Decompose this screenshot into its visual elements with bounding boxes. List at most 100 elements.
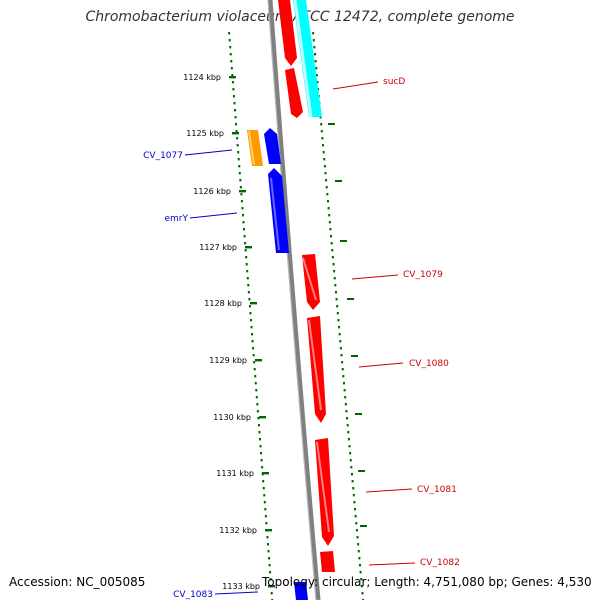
ring-dot xyxy=(230,67,233,70)
ring-dot xyxy=(242,221,245,224)
label-leader-line xyxy=(189,212,238,219)
ring-dot xyxy=(254,375,257,378)
tick-mark xyxy=(259,416,266,419)
ring-dot xyxy=(262,487,265,490)
ring-dot xyxy=(232,88,235,91)
tick-mark xyxy=(262,472,269,475)
ring-dot xyxy=(328,214,331,217)
ring-dot xyxy=(239,186,242,189)
ring-dot xyxy=(312,39,315,42)
ring-dot xyxy=(328,221,331,224)
ring-dot xyxy=(260,452,263,455)
ring-dash xyxy=(340,240,347,242)
ring-dot xyxy=(241,207,244,210)
ring-dot xyxy=(354,508,357,511)
ring-dot xyxy=(338,333,341,336)
gene-features xyxy=(247,0,335,600)
tick-label: 1127 kbp xyxy=(199,243,237,252)
ring-dot xyxy=(238,172,241,175)
ring-dot xyxy=(236,137,239,140)
ring-dot xyxy=(251,333,254,336)
ring-dot xyxy=(314,53,317,56)
tick-mark xyxy=(268,585,275,588)
ring-dot xyxy=(259,445,262,448)
ring-dot xyxy=(330,235,333,238)
ring-dot xyxy=(252,347,255,350)
ring-dot xyxy=(267,550,270,553)
tick-mark xyxy=(255,359,262,362)
tick-label: 1126 kbp xyxy=(193,187,231,196)
ring-dot xyxy=(316,81,319,84)
ring-dot xyxy=(249,319,252,322)
ring-dot xyxy=(323,158,326,161)
gene-label: CV_1082 xyxy=(420,558,460,568)
ring-dot xyxy=(357,543,360,546)
ring-dash xyxy=(328,123,335,125)
gene-label: emrY xyxy=(164,214,188,224)
ring-dot xyxy=(329,228,332,231)
tick-mark xyxy=(239,190,246,193)
ring-dot xyxy=(352,494,355,497)
ring-dot xyxy=(339,340,342,343)
ring-dash xyxy=(358,470,365,472)
label-leader-line xyxy=(365,488,413,493)
backbone-highlight xyxy=(267,0,317,600)
ring-dot xyxy=(327,207,330,210)
ring-dot xyxy=(320,130,323,133)
ring-dot xyxy=(342,382,345,385)
ring-dot xyxy=(336,305,339,308)
label-leader-line xyxy=(368,562,416,566)
ring-dot xyxy=(243,235,246,238)
tick-mark xyxy=(265,529,272,532)
ring-dot xyxy=(228,39,231,42)
ring-dot xyxy=(353,501,356,504)
tick-label: 1131 kbp xyxy=(216,469,254,478)
ring-dot xyxy=(322,151,325,154)
ring-dot xyxy=(240,193,243,196)
tick-label: 1132 kbp xyxy=(219,526,257,535)
ring-dot xyxy=(323,165,326,168)
ring-dot xyxy=(246,270,249,273)
ring-dot xyxy=(236,144,239,147)
ring-dot xyxy=(360,585,363,588)
tick-label: 1130 kbp xyxy=(213,413,251,422)
ring-dot xyxy=(231,74,234,77)
ring-dot xyxy=(347,438,350,441)
ring-dot xyxy=(228,32,231,35)
ring-dot xyxy=(241,214,244,217)
ring-dot xyxy=(256,410,259,413)
ring-dot xyxy=(330,242,333,245)
ring-dot xyxy=(246,277,249,280)
ring-dot xyxy=(255,396,258,399)
ring-dot xyxy=(334,284,337,287)
label-leader-line xyxy=(332,81,379,90)
ring-dot xyxy=(255,389,258,392)
outer-dotted-ring xyxy=(312,32,367,600)
ring-dot xyxy=(361,592,364,595)
ring-dot xyxy=(233,102,236,105)
ring-dot xyxy=(256,403,259,406)
ring-dot xyxy=(234,109,237,112)
ring-dot xyxy=(252,354,255,357)
gene-highlight xyxy=(293,0,313,118)
ring-dot xyxy=(332,263,335,266)
ring-dot xyxy=(356,536,359,539)
label-leader-line xyxy=(184,149,233,156)
ring-dash xyxy=(335,180,342,182)
ring-dot xyxy=(333,270,336,273)
ring-dot xyxy=(340,354,343,357)
ring-dot xyxy=(247,291,250,294)
ring-dot xyxy=(249,312,252,315)
ring-dot xyxy=(245,263,248,266)
label-leader-line xyxy=(351,274,399,280)
gene-highlight xyxy=(316,441,330,533)
label-leader-line xyxy=(358,362,404,368)
ring-dot xyxy=(247,284,250,287)
ring-dot xyxy=(231,81,234,84)
ring-dot xyxy=(248,298,251,301)
ring-dash xyxy=(347,298,354,300)
ring-dot xyxy=(346,417,349,420)
gene-reverse xyxy=(294,582,308,600)
tick-mark xyxy=(245,246,252,249)
ring-dot xyxy=(262,480,265,483)
